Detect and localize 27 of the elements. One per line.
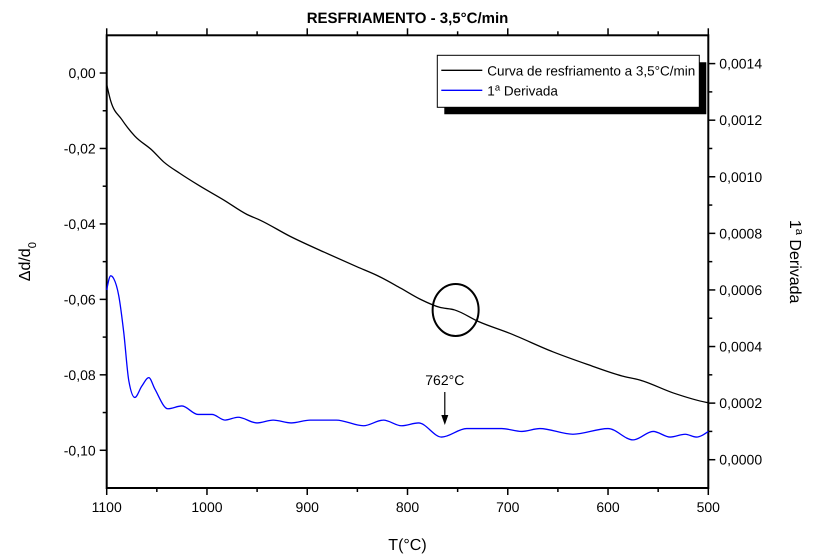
y-tick-label: 0,00 <box>68 65 96 82</box>
y2-tick-label: 0,0004 <box>719 338 762 355</box>
x-tick-label: 900 <box>296 499 320 515</box>
y-tick-label: -0,04 <box>64 216 96 232</box>
y2-tick-label: 0,0008 <box>719 225 762 242</box>
legend-label: 1$^{a}$ Derivada <box>487 82 558 98</box>
y2-tick-label: 0,0012 <box>719 112 762 128</box>
annotation: 762°C <box>425 372 464 388</box>
x-tick-label: 1100 <box>92 499 122 515</box>
legend-label: Curva de resfriamento a 3,5°C/min <box>487 63 696 78</box>
x-axis-title: T(°C) <box>388 537 427 554</box>
y2-tick-label: 0,0010 <box>719 168 762 185</box>
y2-tick-label: 0,0014 <box>719 56 762 72</box>
y-tick-label: -0,02 <box>64 140 96 156</box>
y2-tick-label: 0,0002 <box>719 395 762 412</box>
y2-tick-label: 0,0006 <box>719 282 762 298</box>
y-tick-label: -0,10 <box>64 442 96 458</box>
x-tick-label: 600 <box>596 499 620 515</box>
x-tick-label: 700 <box>496 499 520 515</box>
y-tick-label: -0,06 <box>64 291 96 308</box>
y-tick-label: -0,08 <box>64 366 96 383</box>
x-tick-label: 500 <box>696 499 720 515</box>
x-tick-label: 800 <box>396 499 420 515</box>
line-series <box>106 275 709 441</box>
chart-title: RESFRIAMENTO - 3,5°C/min <box>306 10 508 27</box>
x-tick-label: 1000 <box>191 499 223 515</box>
y2-tick-label: 0,0000 <box>719 452 762 468</box>
